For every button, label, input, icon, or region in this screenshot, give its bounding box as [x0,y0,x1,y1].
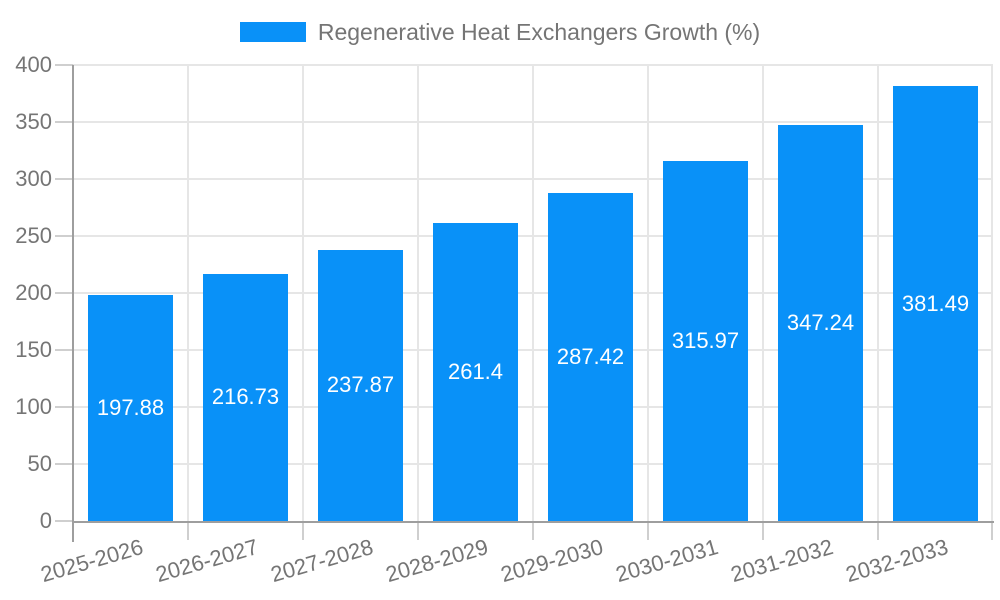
x-axis-tick [991,521,993,540]
bar[interactable] [663,160,748,521]
y-axis-tick [55,349,73,351]
gridline-vertical [877,65,879,521]
y-tick-label: 50 [27,451,52,476]
y-tick-label: 300 [15,166,52,191]
bar-value-label: 216.73 [211,384,280,410]
x-axis-line [72,521,994,523]
bar[interactable] [893,86,978,521]
bar[interactable] [778,125,863,521]
bar-value-label: 347.24 [786,310,855,336]
y-tick-label: 250 [15,223,52,248]
legend-swatch[interactable] [239,22,306,42]
gridline-vertical [417,65,419,521]
legend[interactable]: Regenerative Heat Exchangers Growth (%) [0,20,1000,44]
y-tick-label: 200 [15,280,52,305]
x-axis-tick [532,521,534,540]
y-tick-label: 150 [15,337,52,362]
y-axis-tick [55,64,73,66]
x-axis-tick [302,521,304,540]
gridline-vertical [187,65,189,521]
y-tick-label: 100 [15,394,52,419]
bar[interactable] [318,249,403,521]
y-tick-label: 400 [15,52,52,77]
x-axis-tick [647,521,649,540]
y-axis-tick [55,235,73,237]
y-axis-line [72,65,74,542]
y-tick-label: 350 [15,109,52,134]
y-axis-tick [55,520,73,522]
x-axis-tick [877,521,879,540]
y-axis-tick [55,292,73,294]
bar[interactable] [548,193,633,521]
bar[interactable] [88,295,173,521]
x-axis-tick [417,521,419,540]
bar[interactable] [433,223,518,521]
bar-value-label: 261.4 [447,359,504,384]
x-axis-tick [762,521,764,540]
y-axis-tick [55,463,73,465]
x-axis-tick [187,521,189,540]
y-axis-tick [55,406,73,408]
gridline-vertical [302,65,304,521]
gridline-vertical [991,65,993,521]
plot-area: 197.88 216.73 237.87 261.4 287.42 315.97 347.2… [73,64,993,521]
y-axis-tick [55,121,73,123]
y-tick-label: 0 [39,508,52,533]
bar-value-label: 237.87 [326,372,395,398]
bar-value-label: 315.97 [671,327,740,353]
gridline-vertical [647,65,649,521]
y-axis-tick [55,178,73,180]
gridline-vertical [762,65,764,521]
bar-value-label: 381.49 [901,290,970,316]
bar[interactable] [203,273,288,521]
gridline-vertical [532,65,534,521]
legend-label: Regenerative Heat Exchangers Growth (%) [317,19,761,45]
bar-value-label: 197.88 [96,395,165,421]
bar-value-label: 287.42 [556,344,625,370]
